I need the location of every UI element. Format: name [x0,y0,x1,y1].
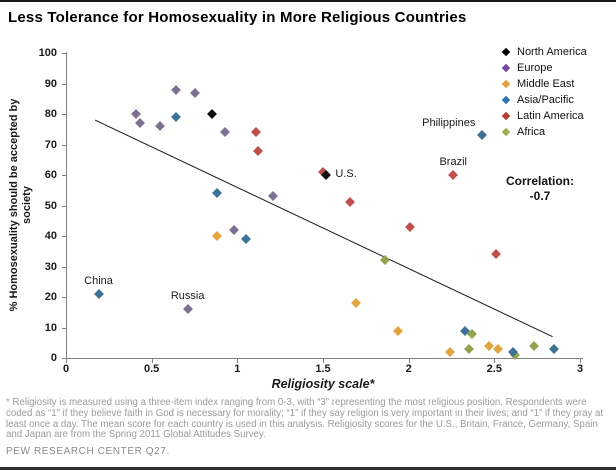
y-tick-label: 90 [44,77,57,90]
chart-title: Less Tolerance for Homosexuality in More… [8,9,467,26]
country-label-china: China [84,274,113,287]
correlation-value: -0.7 [529,189,551,203]
top-rule [0,0,616,2]
legend-diamond-icon [501,79,511,89]
y-tick [62,175,66,176]
plot-area: U.S. Russia China Philippines Brazil [66,53,580,360]
footnote-text: * Religiosity is measured using a three-… [6,397,604,441]
legend-label: Europe [517,62,553,74]
y-tick-label: 40 [44,230,57,242]
country-label-philippines: Philippines [422,117,476,130]
y-tick [62,114,66,115]
legend-label: North America [517,46,587,58]
y-tick [62,205,66,207]
x-tick-label: 3 [576,363,584,375]
y-tick [62,144,66,146]
legend-item-africa: Africa [501,124,587,140]
y-axis-title-line1: % Homosexuality should be accepted by [8,98,20,312]
legend-item-latin-america: Latin America [501,108,587,124]
x-tick-label: 1 [234,363,241,375]
x-tick [237,359,239,363]
x-tick-label: 1.5 [315,363,331,375]
legend-item-north-america: North America [501,44,587,60]
x-axis-title: Religiosity scale* [271,377,375,391]
x-tick-label: 0.5 [144,363,160,375]
y-tick [62,266,66,268]
x-tick [66,359,67,363]
correlation-note: Correlation: -0.7 [477,174,603,204]
x-tick-label: 2 [405,363,412,375]
chart-area: % Homosexuality should be accepted by so… [8,44,603,391]
legend-diamond-icon [501,127,511,137]
y-tick [62,53,66,54]
y-tick [62,327,66,329]
country-label-russia: Russia [170,290,205,303]
y-tick-label: 80 [44,108,57,120]
y-tick-label: 50 [44,199,57,212]
y-tick-label: 20 [44,291,57,303]
trend-line [94,119,553,338]
y-tick [62,358,66,359]
x-tick [580,359,581,363]
y-tick-label: 10 [44,321,57,334]
legend-item-europe: Europe [501,60,587,76]
x-axis-line [66,358,583,359]
x-tick [323,359,324,363]
x-tick-label: 0 [62,363,70,375]
y-axis-line [66,52,67,359]
legend-label: Asia/Pacific [517,94,574,106]
legend-item-middle-east: Middle East [501,76,587,92]
source-line: PEW RESEARCH CENTER Q27. [6,446,170,457]
x-tick [494,359,496,363]
country-label-u-s-: U.S. [335,168,357,180]
legend-label: Latin America [517,110,584,122]
y-tick-label: 70 [44,138,57,151]
y-tick-label: 30 [44,260,57,273]
bottom-rule [0,467,616,470]
legend: North America Europe Middle East Asia/Pacif… [501,44,587,140]
y-tick [62,297,66,298]
x-tick [151,359,153,363]
y-tick-label: 0 [50,352,57,364]
y-tick [62,83,66,85]
legend-item-asia-pacific: Asia/Pacific [501,92,587,108]
x-tick-label: 2.5 [486,363,502,375]
y-tick [62,236,66,237]
legend-label: Middle East [517,78,575,90]
y-tick-label: 60 [44,169,57,181]
x-tick [408,359,410,363]
country-label-brazil: Brazil [439,156,467,168]
y-tick-label: 100 [38,47,57,59]
correlation-label: Correlation: [505,174,574,188]
legend-diamond-icon [501,95,511,105]
legend-diamond-icon [501,111,511,121]
legend-label: Africa [517,126,546,138]
legend-diamond-icon [501,47,511,57]
legend-diamond-icon [501,63,511,73]
